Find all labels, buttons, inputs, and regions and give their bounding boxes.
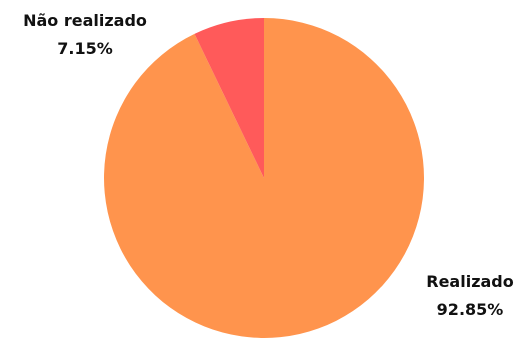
slice-value-nao-realizado: 7.15%	[57, 39, 113, 58]
pie-labels: Realizado 92.85% Não realizado 7.15%	[23, 11, 514, 319]
pie-slice-nao-realizado	[194, 18, 264, 178]
slice-value-realizado: 92.85%	[437, 300, 504, 319]
slice-label-nao-realizado: Não realizado	[23, 11, 147, 30]
slice-label-realizado: Realizado	[426, 272, 514, 291]
pie-slice-realizado	[104, 18, 425, 338]
pie-slices	[104, 18, 425, 338]
